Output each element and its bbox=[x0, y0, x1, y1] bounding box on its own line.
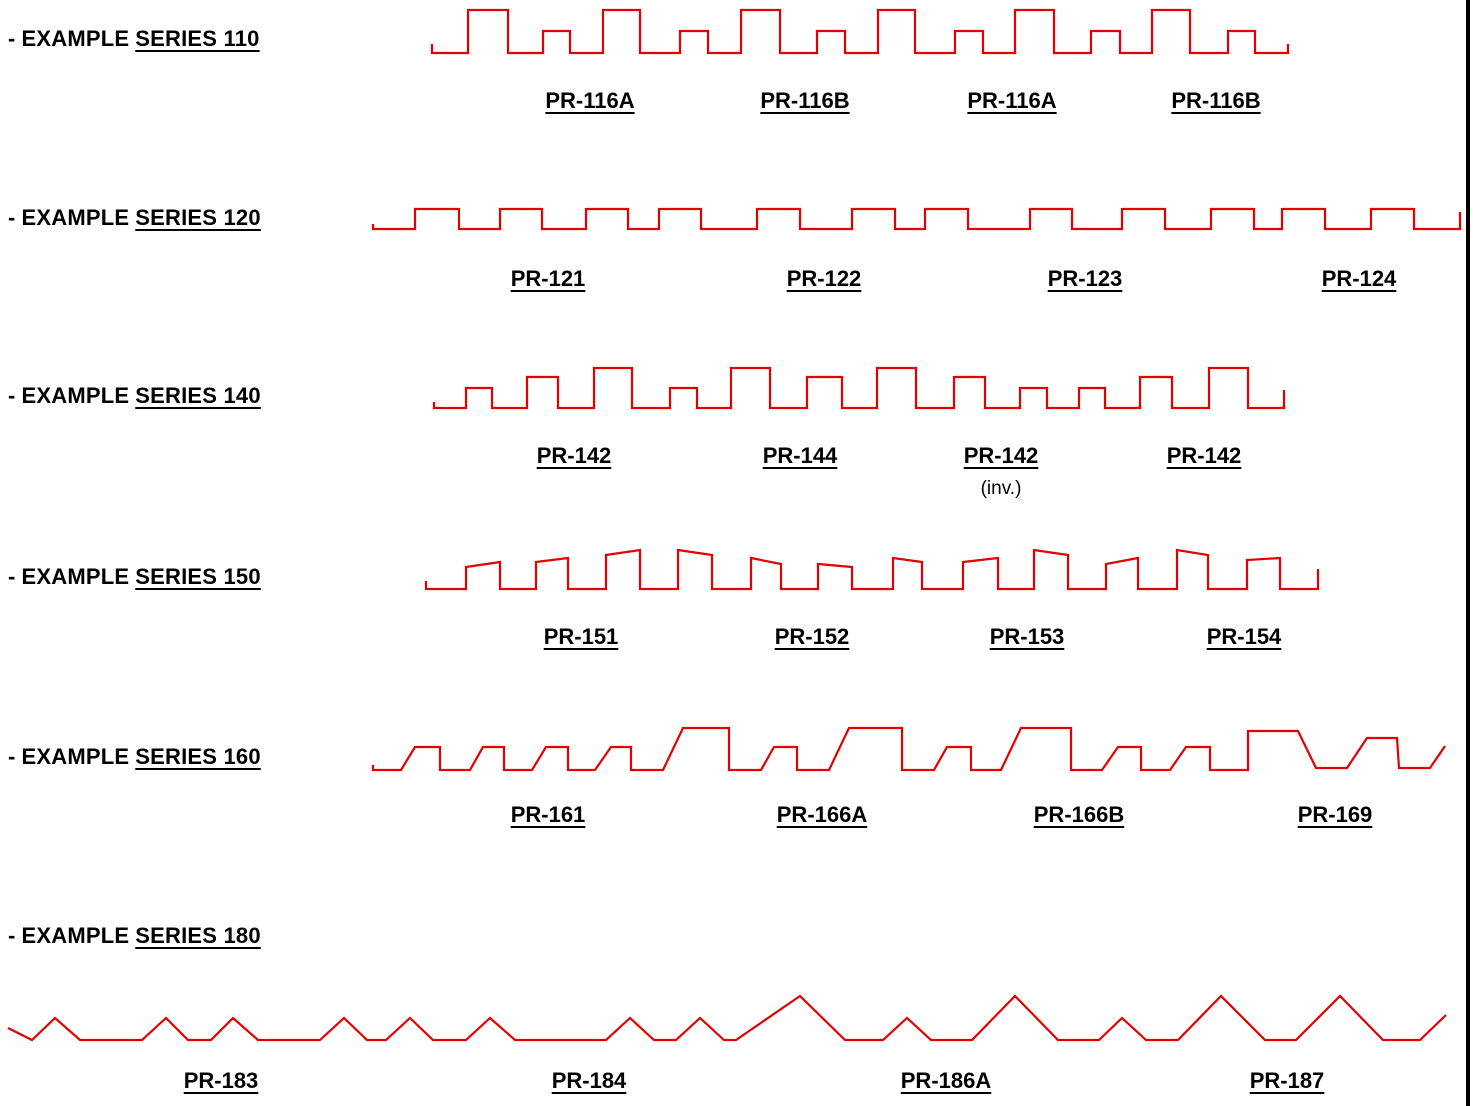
profile-label: PR-187 bbox=[1249, 1068, 1325, 1093]
profile-label: PR-166B bbox=[1033, 802, 1125, 827]
profile-label: PR-184 bbox=[551, 1068, 627, 1093]
heading-series: SERIES 120 bbox=[135, 205, 261, 230]
profile-label: PR-183 bbox=[183, 1068, 259, 1093]
series-140-profile-line bbox=[432, 366, 1286, 410]
profile-label: PR-166A bbox=[776, 802, 868, 827]
series-150-profile-line bbox=[424, 548, 1320, 591]
heading-prefix: EXAMPLE bbox=[21, 383, 130, 408]
heading-dash: - bbox=[8, 26, 16, 51]
profile-label: PR-124 bbox=[1321, 266, 1397, 291]
profile-label: PR-142 bbox=[536, 443, 612, 468]
series-160-heading: - EXAMPLE SERIES 160 bbox=[8, 744, 261, 770]
profile-label: PR-116B bbox=[1171, 88, 1261, 113]
series-120-profile-line bbox=[371, 207, 1462, 231]
profile-label: PR-154 bbox=[1206, 624, 1282, 649]
profile-label: PR-186A bbox=[900, 1068, 992, 1093]
heading-series: SERIES 140 bbox=[135, 383, 261, 408]
series-180-heading: - EXAMPLE SERIES 180 bbox=[8, 923, 261, 949]
series-140-heading: - EXAMPLE SERIES 140 bbox=[8, 383, 261, 409]
series-180-profile-line bbox=[7, 994, 1447, 1042]
heading-series: SERIES 110 bbox=[135, 26, 260, 51]
heading-series: SERIES 160 bbox=[135, 744, 261, 769]
profile-label: PR-116A bbox=[967, 88, 1057, 113]
heading-prefix: EXAMPLE bbox=[21, 923, 130, 948]
profile-label: PR-161 bbox=[510, 802, 586, 827]
heading-series: SERIES 180 bbox=[135, 923, 261, 948]
heading-prefix: EXAMPLE bbox=[21, 205, 130, 230]
heading-prefix: EXAMPLE bbox=[21, 26, 130, 51]
profile-label: PR-116A bbox=[545, 88, 635, 113]
series-110-heading: - EXAMPLE SERIES 110 bbox=[8, 26, 260, 52]
profile-label: PR-169 bbox=[1297, 802, 1373, 827]
heading-prefix: EXAMPLE bbox=[21, 564, 130, 589]
series-120-heading: - EXAMPLE SERIES 120 bbox=[8, 205, 261, 231]
heading-dash: - bbox=[8, 923, 16, 948]
heading-dash: - bbox=[8, 205, 16, 230]
profile-label: PR-122 bbox=[786, 266, 862, 291]
heading-dash: - bbox=[8, 383, 16, 408]
profile-label: PR-116B bbox=[760, 88, 850, 113]
heading-prefix: EXAMPLE bbox=[21, 744, 130, 769]
series-150-heading: - EXAMPLE SERIES 150 bbox=[8, 564, 261, 590]
profile-label: PR-151 bbox=[543, 624, 619, 649]
heading-dash: - bbox=[8, 744, 16, 769]
profile-label: PR-123 bbox=[1047, 266, 1123, 291]
profile-label: PR-144 bbox=[762, 443, 838, 468]
series-110-profile-line bbox=[430, 8, 1290, 55]
profile-label: PR-142 bbox=[963, 443, 1039, 468]
heading-series: SERIES 150 bbox=[135, 564, 261, 589]
profile-label: PR-142 bbox=[1166, 443, 1242, 468]
profile-label: PR-152 bbox=[774, 624, 850, 649]
heading-dash: - bbox=[8, 564, 16, 589]
inverted-note: (inv.) bbox=[980, 478, 1022, 499]
profile-label: PR-153 bbox=[989, 624, 1065, 649]
page-edge-border bbox=[1466, 0, 1470, 1106]
series-160-profile-line bbox=[371, 726, 1446, 772]
profile-label: PR-121 bbox=[510, 266, 586, 291]
